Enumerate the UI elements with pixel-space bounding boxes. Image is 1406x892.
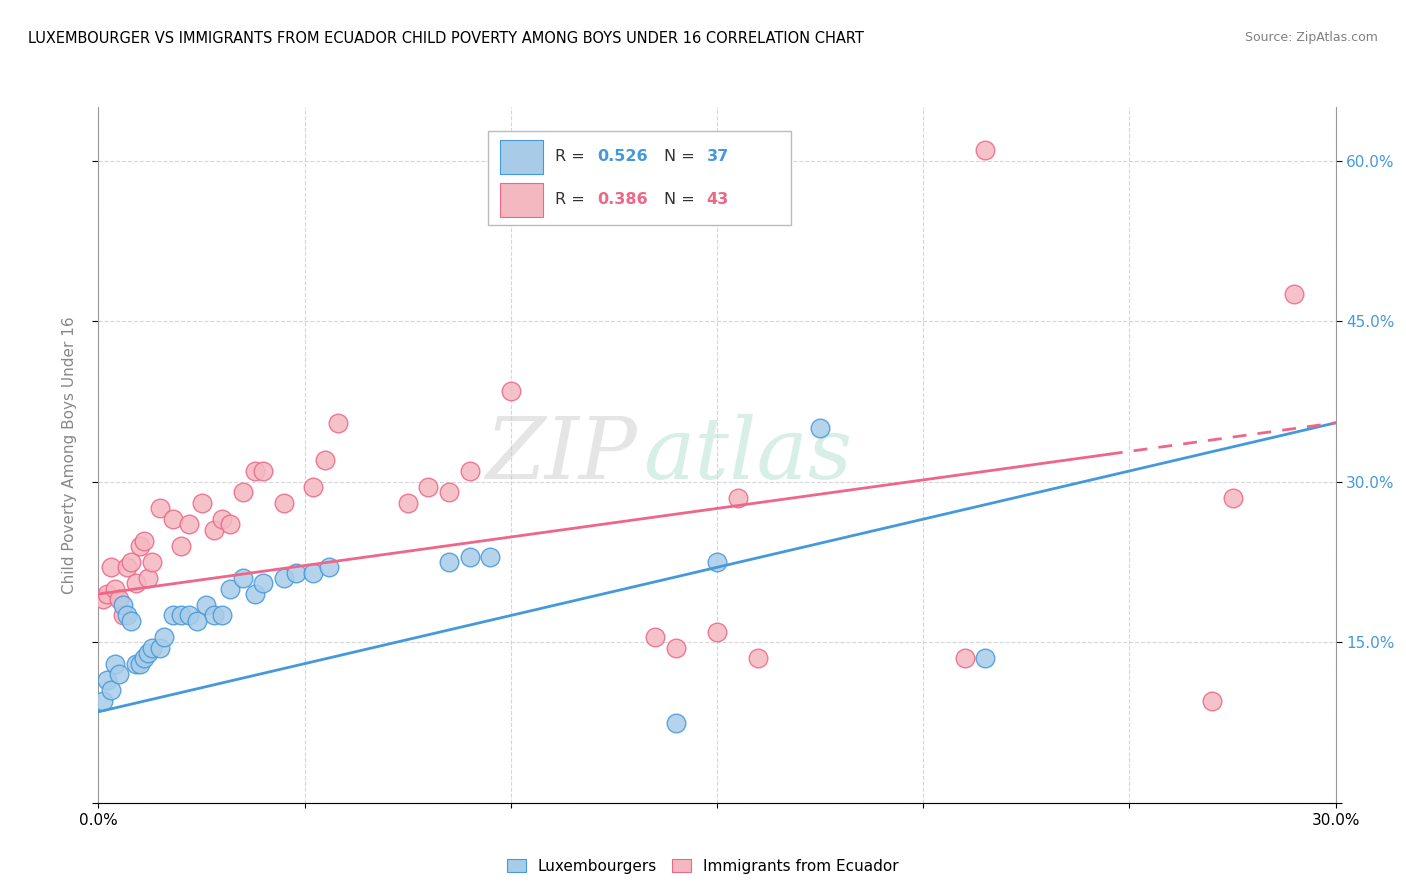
- Point: [219, 582, 242, 596]
- Point: [727, 491, 749, 505]
- Point: [112, 598, 135, 612]
- Point: [396, 496, 419, 510]
- Point: [100, 683, 122, 698]
- Point: [232, 571, 254, 585]
- Point: [149, 501, 172, 516]
- Point: [974, 143, 997, 157]
- Point: [1284, 287, 1306, 301]
- Point: [141, 555, 163, 569]
- Point: [170, 608, 193, 623]
- Point: [211, 512, 233, 526]
- Point: [112, 608, 135, 623]
- Point: [190, 496, 212, 510]
- Point: [644, 630, 666, 644]
- Text: LUXEMBOURGER VS IMMIGRANTS FROM ECUADOR CHILD POVERTY AMONG BOYS UNDER 16 CORREL: LUXEMBOURGER VS IMMIGRANTS FROM ECUADOR …: [28, 31, 865, 46]
- Text: atlas: atlas: [643, 414, 852, 496]
- Point: [108, 592, 131, 607]
- Point: [318, 560, 340, 574]
- Point: [243, 464, 266, 478]
- Point: [132, 533, 155, 548]
- Point: [273, 496, 295, 510]
- Point: [132, 651, 155, 665]
- Text: Source: ZipAtlas.com: Source: ZipAtlas.com: [1244, 31, 1378, 45]
- Point: [808, 421, 831, 435]
- Point: [219, 517, 242, 532]
- Point: [120, 614, 142, 628]
- Point: [96, 587, 118, 601]
- Point: [418, 480, 440, 494]
- Point: [479, 549, 502, 564]
- Point: [194, 598, 217, 612]
- Point: [136, 571, 159, 585]
- Point: [953, 651, 976, 665]
- Legend: Luxembourgers, Immigrants from Ecuador: Luxembourgers, Immigrants from Ecuador: [502, 853, 904, 880]
- Point: [314, 453, 336, 467]
- Point: [974, 651, 997, 665]
- Point: [326, 416, 349, 430]
- Point: [458, 464, 481, 478]
- Point: [179, 608, 201, 623]
- Point: [302, 566, 325, 580]
- Point: [186, 614, 208, 628]
- Point: [91, 694, 114, 708]
- Point: [665, 715, 688, 730]
- Point: [136, 646, 159, 660]
- Point: [170, 539, 193, 553]
- Y-axis label: Child Poverty Among Boys Under 16: Child Poverty Among Boys Under 16: [62, 316, 77, 594]
- Point: [252, 464, 274, 478]
- Point: [285, 566, 308, 580]
- Point: [458, 549, 481, 564]
- Point: [120, 555, 142, 569]
- Point: [252, 576, 274, 591]
- Point: [1222, 491, 1244, 505]
- Point: [706, 624, 728, 639]
- Point: [499, 384, 522, 398]
- Point: [162, 512, 184, 526]
- Point: [153, 630, 176, 644]
- Point: [91, 592, 114, 607]
- Point: [665, 640, 688, 655]
- Point: [232, 485, 254, 500]
- Point: [96, 673, 118, 687]
- Point: [747, 651, 769, 665]
- Point: [141, 640, 163, 655]
- Point: [104, 582, 127, 596]
- Point: [1201, 694, 1223, 708]
- Point: [117, 560, 139, 574]
- Point: [243, 587, 266, 601]
- Point: [149, 640, 172, 655]
- Point: [706, 555, 728, 569]
- Text: ZIP: ZIP: [485, 414, 637, 496]
- Point: [124, 657, 146, 671]
- Point: [124, 576, 146, 591]
- Point: [437, 555, 460, 569]
- Point: [273, 571, 295, 585]
- Point: [179, 517, 201, 532]
- Point: [302, 480, 325, 494]
- Point: [202, 523, 225, 537]
- Point: [162, 608, 184, 623]
- Point: [100, 560, 122, 574]
- Point: [202, 608, 225, 623]
- Point: [128, 657, 150, 671]
- Point: [211, 608, 233, 623]
- Point: [128, 539, 150, 553]
- Point: [104, 657, 127, 671]
- Point: [117, 608, 139, 623]
- Point: [437, 485, 460, 500]
- Point: [108, 667, 131, 681]
